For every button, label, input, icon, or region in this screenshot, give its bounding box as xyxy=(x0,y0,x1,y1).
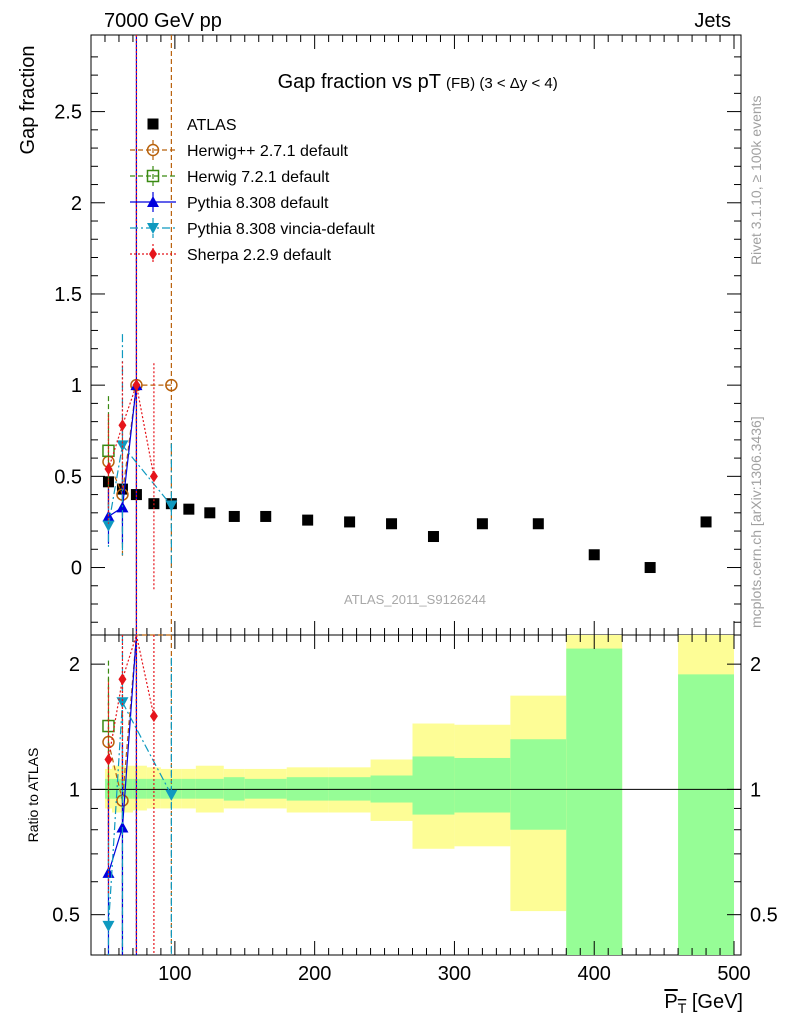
stat-uncertainty-band xyxy=(566,648,623,955)
data-point xyxy=(476,518,488,530)
data-point xyxy=(260,510,272,522)
data-point xyxy=(183,503,195,515)
y-tick-label-main: 1 xyxy=(71,375,82,397)
ratio-point xyxy=(118,673,127,686)
legend-marker xyxy=(147,223,159,234)
y-tick-label-ratio-right: 0.5 xyxy=(750,905,778,927)
legend-label: Herwig 7.2.1 default xyxy=(187,169,330,186)
legend-marker xyxy=(146,143,160,157)
legend: ATLAS Herwig++ 2.7.1 default Herwig 7.2.1 … xyxy=(130,117,375,264)
legend-label: ATLAS xyxy=(187,117,237,134)
y-tick-label-main: 2 xyxy=(71,193,82,215)
legend-label: Sherpa 2.2.9 default xyxy=(187,247,332,264)
legend-marker xyxy=(147,196,159,207)
ratio-series-sherpa-2-2-9-default xyxy=(104,632,158,955)
ratio-uncertainty-bands xyxy=(104,635,735,955)
legend-label: Herwig++ 2.7.1 default xyxy=(187,143,349,160)
stat-uncertainty-band xyxy=(195,778,224,799)
data-point xyxy=(104,463,113,476)
series-herwig-2-7-1-default xyxy=(102,35,178,635)
stat-uncertainty-band xyxy=(223,777,245,801)
x-tick-label: 500 xyxy=(717,963,750,985)
energy-label: 7000 GeV pp xyxy=(104,10,222,32)
ratio-point xyxy=(116,821,129,833)
data-point xyxy=(302,514,314,526)
y-tick-label-main: 1.5 xyxy=(54,284,82,306)
stat-uncertainty-band xyxy=(181,778,196,799)
data-point xyxy=(700,516,712,528)
stat-uncertainty-band xyxy=(244,778,287,799)
mcplots-label: mcplots.cern.ch [arXiv:1306.3436] xyxy=(748,416,764,628)
ratio-series-line xyxy=(107,700,172,926)
ratio-point xyxy=(116,697,129,709)
data-point xyxy=(344,516,356,528)
data-point xyxy=(132,379,141,392)
y-tick-label-ratio-right: 2 xyxy=(750,654,761,676)
axis-ticks: 100 200 300 400 500 0 0.5 1 1.5 2 2.5 0.5 0.5 1 1 2 2 xyxy=(52,35,778,985)
data-point xyxy=(427,531,439,543)
series-sherpa-2-2-9-default xyxy=(104,35,158,635)
rivet-version-label: Rivet 3.1.10, ≥ 100k events xyxy=(748,95,764,265)
x-axis-label: PT [GeV] xyxy=(664,991,743,1016)
ratio-y-axis-label: Ratio to ATLAS xyxy=(25,748,41,843)
chart-title: Gap fraction vs pT xyxy=(278,71,441,93)
data-point xyxy=(644,562,656,574)
data-point xyxy=(165,500,178,512)
y-tick-label-ratio: 0.5 xyxy=(52,905,80,927)
x-tick-label: 300 xyxy=(438,963,471,985)
data-point xyxy=(386,518,398,530)
y-tick-label-main: 2.5 xyxy=(54,102,82,124)
y-tick-label-main: 0.5 xyxy=(54,466,82,488)
analysis-tag: ATLAS_2011_S9126244 xyxy=(344,592,486,607)
y-tick-label-ratio: 2 xyxy=(69,654,80,676)
ratio-panel-marks xyxy=(102,632,178,955)
legend-label: Pythia 8.308 default xyxy=(187,195,329,212)
x-tick-label: 200 xyxy=(298,963,331,985)
stat-uncertainty-band xyxy=(286,777,329,801)
data-point xyxy=(204,507,216,519)
x-tick-label: 100 xyxy=(158,963,191,985)
ratio-point xyxy=(165,789,178,801)
y-tick-label-ratio-right: 1 xyxy=(750,779,761,801)
stat-uncertainty-band xyxy=(412,756,455,815)
series-atlas xyxy=(102,476,712,574)
chart-subtitle: (FB) (3 < Δy < 4) xyxy=(446,75,558,92)
y-tick-label-main: 0 xyxy=(71,558,82,580)
ratio-series-line xyxy=(107,632,155,760)
legend-label: Pythia 8.308 vincia-default xyxy=(187,221,375,238)
ratio-panel-frame xyxy=(90,634,742,956)
data-point xyxy=(588,549,600,561)
data-point xyxy=(532,518,544,530)
main-panel-marks xyxy=(102,35,712,635)
legend-marker xyxy=(149,248,157,260)
data-point xyxy=(165,378,178,392)
stat-uncertainty-band xyxy=(510,739,567,830)
main-y-axis-label: Gap fraction xyxy=(17,46,39,155)
legend-marker xyxy=(146,169,160,183)
legend-marker xyxy=(147,118,159,130)
stat-uncertainty-band xyxy=(678,674,735,955)
category-label: Jets xyxy=(694,10,731,32)
data-point xyxy=(149,470,158,483)
stat-uncertainty-band xyxy=(132,778,147,799)
data-point xyxy=(102,520,115,532)
x-tick-label: 400 xyxy=(578,963,611,985)
data-point xyxy=(118,419,127,432)
ratio-point xyxy=(104,753,113,766)
stat-uncertainty-band xyxy=(328,777,371,801)
stat-uncertainty-band xyxy=(454,757,511,813)
ratio-point xyxy=(149,710,158,723)
data-point xyxy=(228,510,240,522)
ratio-point xyxy=(102,920,115,932)
y-tick-label-ratio: 1 xyxy=(69,779,80,801)
